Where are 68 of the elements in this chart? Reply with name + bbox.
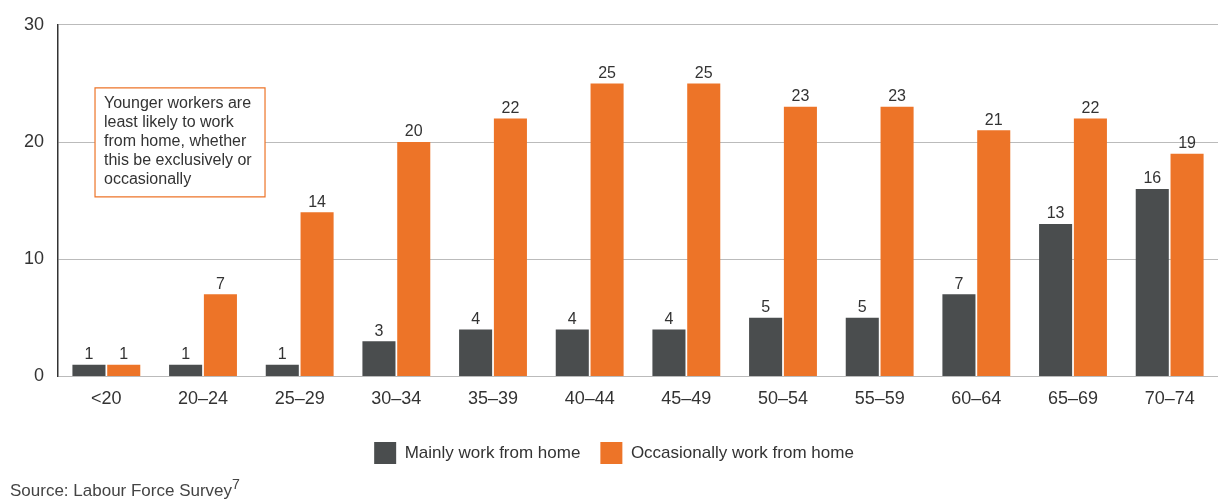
x-tick-label: 40–44 [564, 388, 615, 409]
x-tick-label: 65–69 [1047, 388, 1099, 409]
data-label: 25 [598, 63, 617, 81]
x-tick-label: <20 [91, 388, 122, 409]
data-label: 4 [471, 309, 481, 327]
x-tick-label: 20–24 [177, 388, 229, 409]
data-label: 14 [308, 192, 327, 210]
bar [845, 317, 879, 376]
x-tick-label: 35–39 [467, 388, 519, 409]
data-label: 22 [1081, 98, 1100, 116]
data-label: 16 [1143, 169, 1162, 187]
bar [652, 329, 686, 376]
legend-label: Mainly work from home [404, 442, 581, 462]
bar [977, 130, 1011, 376]
data-label: 4 [664, 309, 674, 327]
data-label: 20 [404, 122, 423, 140]
x-tick-label: 70–74 [1144, 388, 1195, 409]
x-tick-label: 50–54 [757, 388, 809, 409]
data-label: 7 [954, 274, 964, 292]
bar [687, 83, 721, 376]
data-label: 13 [1046, 204, 1065, 222]
y-tick-label: 20 [23, 130, 45, 151]
data-label: 19 [1178, 134, 1197, 152]
data-label: 1 [119, 345, 129, 363]
data-label: 1 [277, 345, 287, 363]
source-note: Source: Labour Force Survey$^{7}$ [10, 476, 240, 500]
data-label: 22 [501, 98, 520, 116]
data-label: 1 [181, 345, 191, 363]
bar [942, 294, 976, 376]
x-tick-label: 45–49 [661, 388, 712, 409]
bar [397, 142, 431, 376]
data-label: 21 [984, 110, 1003, 128]
data-label: 23 [791, 87, 810, 105]
y-tick-label: 10 [23, 248, 45, 269]
legend-label: Occasionally work from home [630, 442, 854, 462]
bar [493, 118, 527, 376]
bar [72, 364, 106, 376]
bar [203, 294, 237, 376]
data-label: 1 [84, 345, 94, 363]
data-label: 4 [567, 309, 577, 327]
annotation: Younger workers are least likely to work from home, whether this be exclusively or occasionally [104, 94, 253, 188]
bar [590, 83, 624, 376]
data-label: 25 [694, 63, 713, 81]
data-label: 3 [374, 321, 384, 339]
bar [1073, 118, 1107, 376]
bar [362, 341, 396, 376]
bar [555, 329, 589, 376]
bar [459, 329, 493, 376]
bar [169, 364, 203, 376]
x-tick-label: 25–29 [274, 388, 325, 409]
data-label: 23 [888, 87, 907, 105]
x-tick-label: 30–34 [371, 388, 422, 409]
data-label: 7 [215, 274, 225, 292]
data-label: 5 [761, 298, 771, 316]
bar [300, 212, 334, 376]
bar [880, 106, 914, 376]
y-tick-label: 0 [34, 365, 45, 386]
bar [265, 364, 299, 376]
x-tick-label: 55–59 [854, 388, 905, 409]
bar [1039, 224, 1073, 376]
x-tick-label: 60–64 [951, 388, 1002, 409]
y-tick-label: 30 [23, 13, 45, 34]
bar [107, 364, 141, 376]
bar [1135, 188, 1169, 376]
bar [1170, 153, 1204, 376]
data-label: 5 [857, 298, 867, 316]
bar [783, 106, 817, 376]
bar [749, 317, 783, 376]
